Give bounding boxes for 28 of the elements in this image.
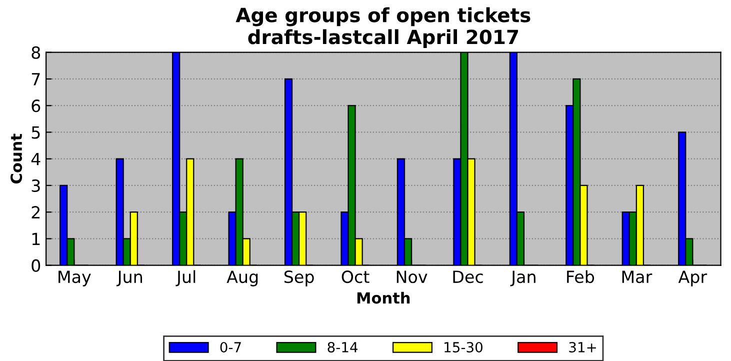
y-axis-title: Count	[10, 134, 22, 184]
x-axis-title: Month	[357, 292, 410, 304]
chart-title: Age groups of open tickets drafts-lastcall April 2017	[236, 7, 530, 48]
y-tick-label: 2	[32, 206, 40, 218]
legend-label: 15-30	[444, 342, 482, 352]
x-tick-label: Dec	[453, 270, 483, 284]
x-tick-label: Feb	[567, 270, 594, 284]
x-tick-label: Oct	[342, 270, 370, 284]
y-tick-label: 7	[32, 73, 40, 86]
y-tick-label: 8	[32, 46, 40, 59]
y-tick-label: 3	[32, 179, 40, 192]
y-tick-label: 6	[32, 100, 40, 112]
legend-label: 0-7	[220, 342, 241, 352]
legend-label: 31+	[569, 342, 596, 352]
x-tick-label: Mar	[622, 270, 652, 284]
x-tick-label: Jun	[116, 270, 142, 286]
x-tick-label: Aug	[226, 270, 258, 286]
x-tick-label: Sep	[284, 270, 314, 286]
y-tick-label: 5	[32, 126, 40, 139]
y-tick-label: 1	[32, 232, 40, 246]
x-tick-label: Jul	[176, 270, 196, 286]
x-tick-label: Jan	[510, 270, 536, 286]
y-tick-label: 0	[32, 259, 40, 272]
x-tick-label: May	[58, 270, 91, 286]
x-tick-label: Apr	[678, 270, 708, 286]
y-tick-label: 4	[31, 153, 40, 166]
x-tick-label: Nov	[396, 270, 428, 284]
legend-label: 8-14	[328, 342, 358, 352]
